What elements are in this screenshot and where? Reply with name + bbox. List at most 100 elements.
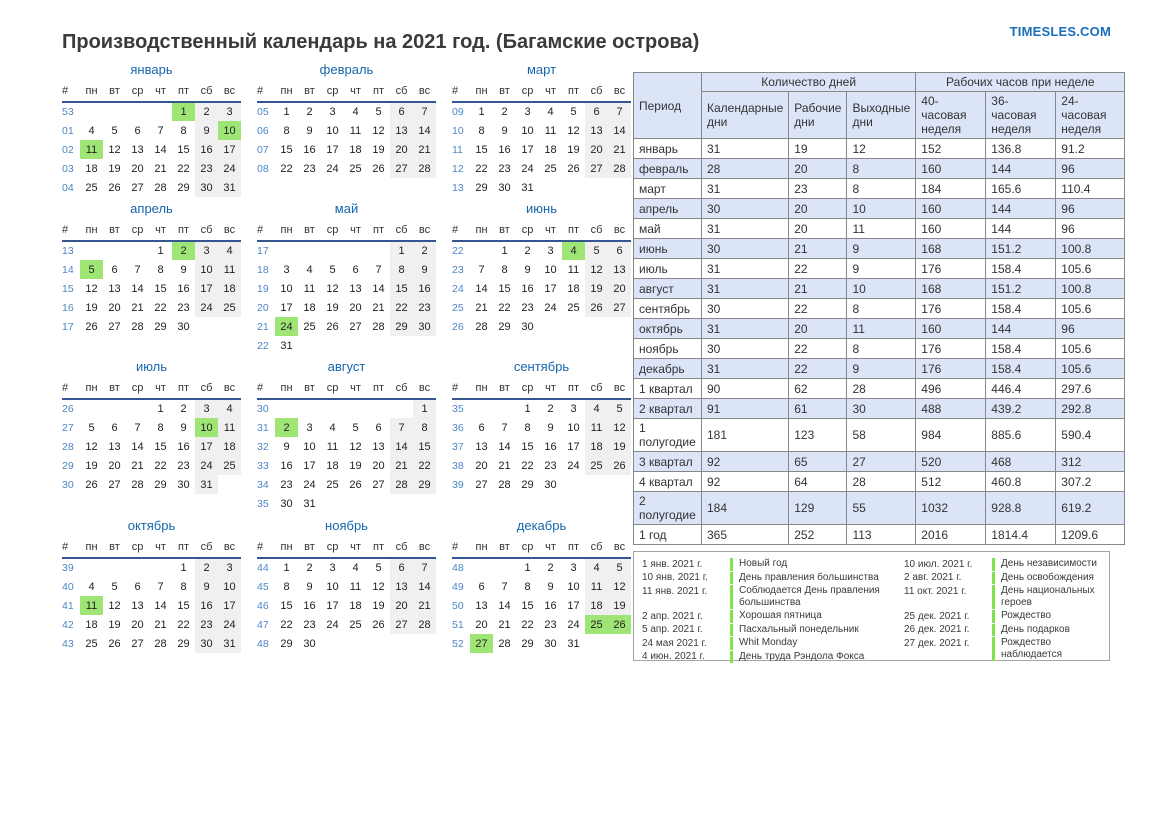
- weekday-header: ср: [326, 382, 339, 394]
- legend-holiday-name: День освобождения: [1001, 571, 1094, 583]
- empty-day-cell: [608, 178, 631, 197]
- month-title: май: [334, 201, 359, 216]
- day-cell: 24: [544, 301, 557, 314]
- day-cell: 21: [498, 459, 511, 472]
- value-cell: 105.6: [1055, 258, 1126, 279]
- day-cell: 2: [195, 102, 218, 121]
- month-february: февраль # пн вт ср чт пт сб вс 05 1 2 3 4 5 6 7 06 8 9 10 11 1…: [257, 62, 436, 201]
- worktable: Период Количество дней Рабочих часов при…: [633, 72, 1126, 545]
- day-cell: 14: [131, 282, 144, 295]
- worktable-subheader-working-days: Рабочие дни: [788, 91, 848, 139]
- week-number: 01: [62, 124, 74, 137]
- calendar-week-row: 48 29 30: [257, 634, 436, 653]
- weekday-header: пт: [373, 85, 384, 97]
- value-cell: 31: [700, 358, 790, 379]
- empty-day-cell: [298, 399, 321, 418]
- value-cell: 23: [788, 178, 848, 199]
- period-cell: январь: [633, 138, 702, 159]
- day-cell: 19: [372, 599, 385, 612]
- value-cell: 158.4: [985, 258, 1057, 279]
- period-cell: 2 полугодие: [633, 491, 702, 525]
- month-title: сентябрь: [513, 359, 570, 374]
- legend-holiday-bar: [992, 558, 995, 571]
- month-title: декабрь: [516, 518, 567, 533]
- day-cell: 19: [326, 301, 339, 314]
- value-cell: 96: [1055, 158, 1126, 179]
- day-cell: 9: [283, 440, 290, 453]
- legend-holiday-bar: [730, 650, 733, 663]
- weekday-header: чт: [350, 224, 361, 236]
- day-cell: 9: [306, 124, 313, 137]
- day-cell: 15: [280, 599, 293, 612]
- day-cell: 19: [108, 162, 121, 175]
- day-cell: 24: [195, 298, 218, 317]
- week-number: 27: [62, 421, 74, 434]
- day-cell: 24: [195, 456, 218, 475]
- day-cell: 17: [195, 279, 218, 298]
- value-cell: 31: [700, 258, 790, 279]
- calendar-week-row: 05 1 2 3 4 5 6 7: [257, 102, 436, 121]
- site-link[interactable]: TIMESLES.COM: [1009, 24, 1111, 39]
- calendar-week-row: 25 21 22 23 24 25 26 27: [452, 298, 631, 317]
- day-cell: 29: [154, 320, 167, 333]
- empty-day-cell: [103, 102, 126, 121]
- value-cell: 152: [915, 138, 987, 159]
- week-number: 13: [452, 181, 464, 194]
- week-number: 10: [452, 124, 464, 137]
- value-cell: 20: [788, 318, 848, 339]
- worktable-hours-group-header: Рабочих часов при неделе: [915, 72, 1126, 92]
- week-number: 32: [257, 440, 269, 453]
- day-cell: 23: [544, 618, 557, 631]
- week-number: 25: [452, 301, 464, 314]
- week-number-header: #: [452, 541, 459, 553]
- day-cell: 19: [85, 459, 98, 472]
- day-cell: 6: [478, 580, 485, 593]
- day-cell: 19: [567, 143, 580, 156]
- value-cell: 446.4: [985, 378, 1057, 399]
- day-cell: 29: [280, 637, 293, 650]
- weekday-header: вт: [109, 224, 120, 236]
- day-cell: 20: [108, 459, 121, 472]
- holiday-day-cell: 11: [80, 140, 103, 159]
- value-cell: 184: [915, 178, 987, 199]
- holiday-day-cell: 2: [275, 418, 298, 437]
- value-cell: 168: [915, 278, 987, 299]
- week-number: 18: [257, 263, 269, 276]
- empty-day-cell: [367, 494, 390, 513]
- weekday-header: сб: [395, 382, 408, 394]
- day-cell: 8: [390, 260, 413, 279]
- day-cell: 4: [352, 106, 359, 118]
- value-cell: 176: [915, 358, 987, 379]
- day-cell: 18: [567, 282, 580, 295]
- month-march: март # пн вт ср чт пт сб вс 09 1 2 3 4 5 6 7 10 8 9 10 11 12 13…: [452, 62, 631, 201]
- day-cell: 25: [85, 637, 98, 650]
- day-cell: 16: [195, 596, 218, 615]
- day-cell: 7: [134, 263, 141, 276]
- weekday-header: пн: [85, 541, 98, 553]
- value-cell: 984: [915, 418, 987, 452]
- calendar-week-row: 43 25 26 27 28 29 30 31: [62, 634, 241, 653]
- day-cell: 20: [475, 459, 488, 472]
- calendar-week-row: 04 25 26 27 28 29 30 31: [62, 178, 241, 197]
- day-cell: 12: [85, 440, 98, 453]
- calendar-week-row: 21 24 25 26 27 28 29 30: [257, 317, 436, 336]
- day-cell: 11: [544, 124, 557, 137]
- day-cell: 3: [306, 421, 313, 434]
- day-cell: 20: [108, 301, 121, 314]
- day-cell: 5: [570, 106, 577, 118]
- period-cell: 2 квартал: [633, 398, 702, 419]
- day-cell: 23: [177, 301, 190, 314]
- empty-day-cell: [390, 634, 413, 653]
- day-cell: 22: [177, 618, 190, 631]
- empty-day-cell: [562, 475, 585, 494]
- value-cell: 1814.4: [985, 524, 1057, 545]
- day-cell: 4: [218, 399, 241, 418]
- day-cell: 14: [475, 282, 488, 295]
- worktable-row: 1 квартал 90 62 28 496 446.4 297.6: [633, 378, 1126, 399]
- day-cell: 11: [218, 260, 241, 279]
- weekday-header: чт: [155, 224, 166, 236]
- value-cell: 55: [846, 491, 917, 525]
- day-cell: 26: [108, 181, 121, 194]
- day-cell: 7: [134, 421, 141, 434]
- day-cell: 27: [475, 478, 488, 491]
